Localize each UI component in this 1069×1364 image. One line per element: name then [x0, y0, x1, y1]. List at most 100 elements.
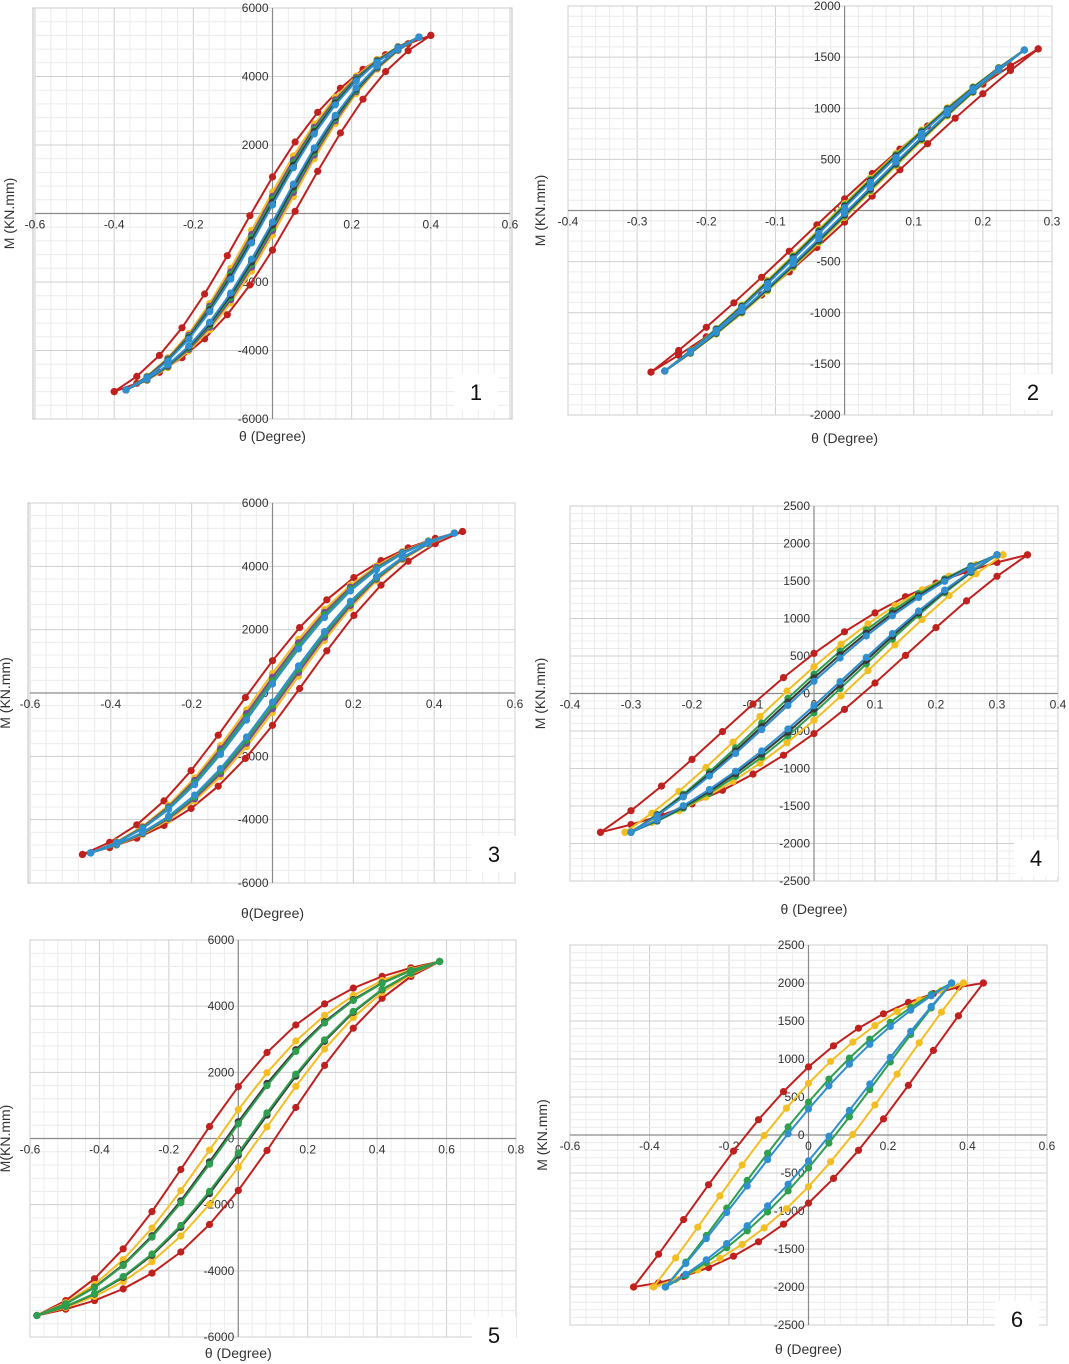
data-point [382, 68, 390, 76]
data-point [784, 1123, 792, 1131]
data-point [263, 1123, 271, 1131]
data-point [178, 324, 186, 332]
data-point [679, 793, 687, 801]
y-tick-label: 1000 [814, 101, 841, 115]
x-axis-title: θ (Degree) [775, 1341, 842, 1357]
x-tick-label: -0.4 [639, 1139, 660, 1153]
data-point [754, 1116, 763, 1124]
data-point [268, 680, 277, 688]
data-point [394, 45, 402, 54]
y-tick-label: 1500 [783, 574, 810, 588]
data-point [866, 1035, 874, 1043]
data-point [359, 95, 367, 103]
data-point [837, 640, 845, 648]
data-point [756, 759, 764, 767]
data-point [349, 1024, 357, 1032]
data-point [349, 1007, 357, 1016]
y-tick-label: 0 [803, 687, 810, 701]
data-point [346, 597, 354, 605]
x-tick-label: -0.2 [682, 698, 703, 712]
data-point [294, 645, 303, 653]
data-point [941, 577, 949, 585]
data-point [782, 1205, 791, 1213]
data-point [206, 308, 214, 316]
x-tick-label: -0.4 [104, 218, 125, 232]
panel-number-box [1011, 374, 1055, 410]
data-point [310, 130, 318, 138]
data-point [716, 1192, 724, 1200]
data-point [346, 587, 354, 595]
data-point [378, 979, 386, 987]
data-point [292, 1037, 300, 1045]
data-point [804, 1079, 813, 1087]
data-point [246, 212, 254, 220]
data-point [191, 781, 199, 789]
data-point [205, 1122, 214, 1131]
data-point [177, 1232, 185, 1240]
panel-number-box [995, 1301, 1039, 1337]
x-tick-label: -0.4 [100, 697, 121, 711]
data-point [891, 641, 899, 649]
x-tick-label: -0.3 [627, 215, 648, 229]
data-point [372, 566, 380, 574]
data-point [1020, 46, 1028, 54]
data-point [705, 772, 714, 780]
data-point [292, 1047, 300, 1056]
data-point [185, 342, 193, 350]
data-point [206, 318, 214, 326]
data-point [784, 701, 792, 710]
data-point [907, 1027, 915, 1035]
y-tick-label: 2000 [778, 976, 805, 990]
data-point [837, 692, 845, 700]
x-tick-label: 0.2 [880, 1139, 897, 1153]
data-point [864, 667, 872, 675]
data-point [321, 1011, 329, 1020]
data-point [738, 1161, 746, 1169]
data-point [349, 996, 357, 1005]
data-point [979, 90, 987, 98]
data-point [784, 725, 792, 733]
data-point [292, 1021, 300, 1029]
data-point [743, 1182, 751, 1190]
y-tick-label: 0 [228, 1132, 235, 1146]
y-tick-label: -500 [780, 1166, 804, 1180]
data-point [682, 1270, 690, 1278]
y-tick-label: -2000 [774, 1280, 805, 1294]
data-point [205, 1187, 214, 1195]
x-tick-label: 0.6 [507, 697, 524, 711]
data-point [804, 1164, 813, 1172]
x-axis-title: θ(Degree) [241, 905, 304, 921]
y-tick-label: -1500 [774, 1242, 805, 1256]
chart-panel-2: -0.4-0.3-0.2-0.100.10.20.3-2000-1500-100… [532, 0, 1061, 446]
data-point [743, 1222, 751, 1230]
data-point [352, 84, 360, 92]
chart-panel-4: -0.4-0.3-0.2-0.100.10.20.30.4-2500-2000-… [532, 499, 1067, 917]
y-tick-label: 500 [790, 649, 810, 663]
y-tick-label: -6000 [238, 412, 269, 426]
data-point [729, 738, 737, 746]
data-point [291, 138, 299, 146]
data-point [705, 785, 714, 794]
data-point [321, 1036, 329, 1044]
data-point [675, 351, 683, 359]
data-point [810, 663, 818, 671]
data-point [148, 1250, 156, 1258]
data-point [268, 201, 277, 209]
y-axis-title: M (KN.mm) [532, 175, 548, 247]
x-tick-label: 0.4 [959, 1139, 976, 1153]
data-point [268, 698, 277, 706]
data-point [314, 167, 322, 175]
data-point [90, 1275, 99, 1283]
data-point [836, 678, 844, 686]
y-tick-label: 2000 [783, 537, 810, 551]
data-point [398, 553, 406, 561]
x-tick-label: 0.4 [422, 218, 439, 232]
data-point [993, 551, 1001, 559]
data-point [296, 624, 304, 632]
data-point [310, 144, 318, 152]
data-point [133, 821, 141, 829]
data-point [904, 1081, 913, 1089]
x-axis-title: θ (Degree) [239, 428, 306, 444]
data-point [959, 979, 968, 987]
